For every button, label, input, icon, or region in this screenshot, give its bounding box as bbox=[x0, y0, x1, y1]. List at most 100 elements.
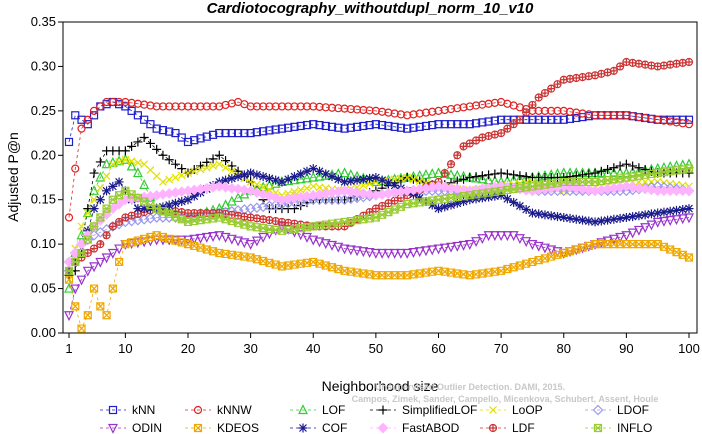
data-point bbox=[202, 132, 211, 141]
data-point bbox=[277, 177, 287, 187]
data-point bbox=[264, 173, 274, 183]
data-point bbox=[684, 57, 694, 67]
data-point bbox=[616, 62, 625, 71]
data-point bbox=[102, 231, 111, 240]
data-point bbox=[445, 182, 457, 194]
data-point bbox=[459, 174, 469, 184]
data-point bbox=[678, 165, 687, 174]
legend-item-odin: ODIN bbox=[100, 421, 162, 434]
data-point bbox=[271, 102, 280, 111]
data-point bbox=[339, 167, 350, 178]
data-point bbox=[603, 176, 612, 185]
data-point bbox=[71, 111, 80, 120]
data-point bbox=[96, 240, 105, 249]
data-point bbox=[496, 190, 506, 200]
legend-item-fastabod: FastABOD bbox=[370, 421, 460, 434]
data-point bbox=[390, 175, 399, 184]
data-point bbox=[609, 66, 618, 75]
data-point bbox=[258, 232, 269, 243]
data-point bbox=[527, 208, 537, 218]
data-point bbox=[464, 240, 475, 250]
legend-item-ldf: LDF bbox=[480, 421, 535, 434]
data-point bbox=[226, 234, 237, 245]
data-point bbox=[340, 177, 350, 187]
data-point bbox=[666, 167, 675, 176]
watermark-line-2: Campos, Zimek, Sander, Campello, Micenko… bbox=[352, 394, 659, 404]
data-point bbox=[427, 245, 438, 256]
data-point bbox=[340, 104, 349, 113]
data-point bbox=[82, 266, 93, 277]
data-point bbox=[321, 121, 330, 131]
data-point bbox=[534, 93, 543, 102]
data-point bbox=[314, 237, 325, 248]
data-point bbox=[528, 115, 537, 124]
data-point bbox=[622, 173, 631, 182]
data-point bbox=[115, 217, 124, 227]
data-point bbox=[409, 123, 418, 132]
data-point bbox=[246, 168, 256, 178]
x-tick-label: 90 bbox=[619, 341, 633, 356]
data-point bbox=[453, 151, 462, 160]
data-point bbox=[296, 224, 305, 233]
legend-marker bbox=[489, 406, 497, 414]
data-point bbox=[653, 168, 662, 178]
data-point bbox=[409, 175, 418, 184]
data-point bbox=[459, 120, 468, 129]
data-point bbox=[540, 180, 550, 189]
data-point bbox=[315, 102, 324, 111]
data-point bbox=[339, 185, 350, 197]
data-point bbox=[226, 182, 238, 194]
data-point bbox=[171, 128, 180, 138]
data-point bbox=[427, 200, 437, 210]
data-point bbox=[684, 120, 694, 129]
data-point bbox=[164, 155, 174, 165]
data-point bbox=[284, 225, 293, 235]
y-axis-title: Adjusted P@n bbox=[5, 132, 21, 222]
data-point bbox=[146, 120, 155, 129]
data-point bbox=[547, 115, 556, 124]
data-point bbox=[540, 210, 550, 220]
data-point bbox=[502, 231, 513, 242]
x-tick-label: 100 bbox=[678, 341, 700, 356]
data-point bbox=[239, 238, 250, 249]
data-point bbox=[615, 213, 625, 223]
data-point bbox=[584, 169, 594, 179]
data-point bbox=[459, 103, 468, 112]
data-point bbox=[578, 215, 588, 225]
data-point bbox=[559, 173, 569, 182]
data-point bbox=[171, 212, 180, 221]
data-point bbox=[289, 172, 299, 182]
data-point bbox=[108, 160, 117, 169]
data-point bbox=[365, 214, 374, 223]
series-fastabod bbox=[63, 181, 695, 268]
data-point bbox=[646, 184, 657, 196]
data-point bbox=[252, 170, 262, 180]
data-point bbox=[509, 170, 519, 180]
data-point bbox=[77, 115, 86, 124]
legend-marker bbox=[488, 423, 498, 433]
data-point bbox=[577, 183, 588, 195]
data-point bbox=[446, 242, 456, 253]
data-point bbox=[177, 102, 186, 111]
data-point bbox=[509, 120, 518, 129]
data-point bbox=[552, 212, 562, 222]
data-point bbox=[559, 106, 568, 115]
data-point bbox=[640, 165, 650, 175]
data-point bbox=[352, 122, 362, 131]
data-point bbox=[170, 198, 180, 208]
data-point bbox=[590, 177, 600, 187]
data-point bbox=[339, 244, 350, 255]
data-point bbox=[409, 199, 418, 208]
data-point bbox=[96, 183, 105, 192]
data-point bbox=[390, 180, 400, 190]
data-point bbox=[383, 178, 393, 188]
data-point bbox=[151, 235, 162, 246]
data-point bbox=[415, 198, 424, 207]
data-point bbox=[177, 171, 186, 180]
legend-item-cof: COF bbox=[290, 421, 347, 434]
data-point bbox=[202, 215, 211, 224]
legend-marker bbox=[193, 405, 203, 415]
data-point bbox=[364, 189, 375, 200]
data-point bbox=[639, 183, 651, 195]
data-point bbox=[616, 174, 625, 183]
